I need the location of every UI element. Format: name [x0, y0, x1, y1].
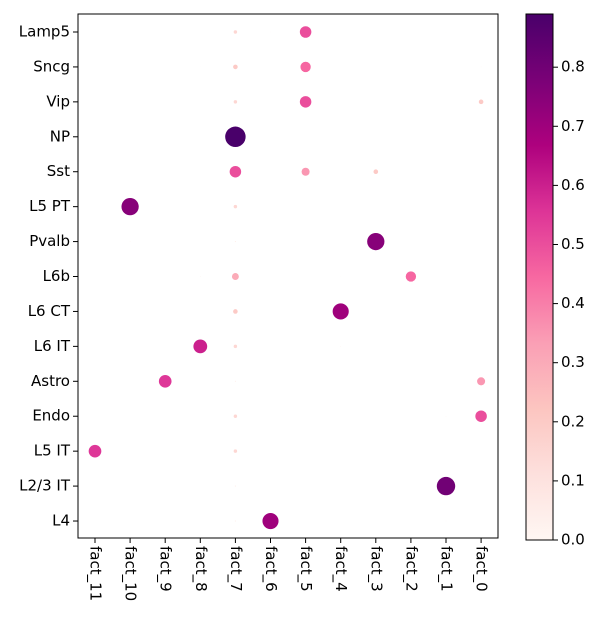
- dot: [193, 339, 208, 354]
- dot: [332, 303, 349, 320]
- x-tick-label: fact_6: [261, 546, 280, 592]
- y-tick-label: Lamp5: [19, 23, 70, 41]
- y-tick-label: Astro: [31, 372, 70, 390]
- dot: [475, 410, 487, 422]
- dot: [233, 30, 238, 34]
- x-tick-label: fact_0: [472, 546, 491, 592]
- x-tick-label: fact_11: [86, 546, 105, 601]
- dot: [229, 165, 242, 178]
- dot: [233, 309, 238, 314]
- y-tick-label: L5 IT: [34, 442, 71, 460]
- x-tick-label: fact_8: [191, 546, 210, 592]
- dot: [340, 346, 342, 347]
- x-tick-label: fact_10: [121, 546, 140, 601]
- dot: [445, 415, 447, 417]
- dot: [231, 273, 239, 280]
- colorbar: [525, 13, 554, 541]
- dot: [234, 380, 236, 382]
- dot: [158, 374, 172, 388]
- dot: [233, 64, 238, 70]
- dot: [373, 169, 379, 175]
- colorbar-tick-label: 0.0: [561, 531, 585, 549]
- x-tick-label: fact_1: [437, 546, 456, 592]
- y-tick-label: Sst: [47, 162, 70, 180]
- x-tick-label: fact_2: [401, 546, 420, 592]
- dot: [88, 444, 102, 458]
- colorbar-tick-label: 0.6: [561, 176, 585, 194]
- x-tick-label: fact_9: [156, 546, 175, 592]
- dot: [436, 476, 456, 496]
- y-tick-label: L2/3 IT: [19, 477, 71, 495]
- dot: [234, 485, 236, 487]
- x-tick-label: fact_4: [331, 546, 350, 592]
- dot: [233, 204, 238, 209]
- x-tick-label: fact_7: [226, 546, 245, 592]
- colorbar-tick-label: 0.3: [561, 353, 585, 371]
- dot: [233, 100, 238, 104]
- x-tick-label: fact_5: [296, 546, 315, 592]
- dot: [225, 126, 246, 148]
- colorbar-tick-label: 0.1: [561, 471, 585, 489]
- colorbar-tick-label: 0.4: [561, 294, 585, 312]
- y-tick-label: L6b: [43, 267, 70, 285]
- dot: [121, 198, 139, 216]
- x-tick-label: fact_3: [366, 546, 385, 592]
- y-tick-label: L4: [52, 512, 70, 530]
- dot: [301, 167, 310, 176]
- y-tick-label: L6 CT: [28, 302, 71, 320]
- y-tick-label: Vip: [46, 92, 70, 110]
- dot: [477, 377, 486, 386]
- y-tick-label: Sncg: [33, 57, 70, 75]
- dot: [445, 520, 447, 522]
- y-tick-label: Pvalb: [29, 232, 70, 250]
- dot: [233, 449, 238, 453]
- dot: [234, 520, 236, 522]
- dot: [480, 66, 482, 68]
- dot: [262, 512, 279, 530]
- colorbar-tick-label: 0.2: [561, 412, 585, 430]
- y-tick-label: L6 IT: [34, 337, 71, 355]
- dot: [199, 276, 201, 277]
- plot-frame: [77, 13, 499, 539]
- dot: [405, 271, 417, 282]
- dot: [233, 344, 238, 349]
- y-tick-label: Endo: [32, 407, 70, 425]
- dot: [300, 61, 311, 73]
- dot: [234, 241, 236, 243]
- colorbar-tick-label: 0.8: [561, 58, 585, 76]
- dot: [478, 99, 484, 105]
- dot: [299, 96, 312, 108]
- y-tick-label: NP: [50, 127, 70, 145]
- colorbar-tick-label: 0.7: [561, 117, 585, 135]
- dot: [233, 414, 238, 418]
- colorbar-tick-label: 0.5: [561, 235, 585, 253]
- dot: [367, 232, 385, 251]
- dot: [299, 26, 312, 38]
- dot: [129, 241, 131, 242]
- y-tick-label: L5 PT: [29, 197, 71, 215]
